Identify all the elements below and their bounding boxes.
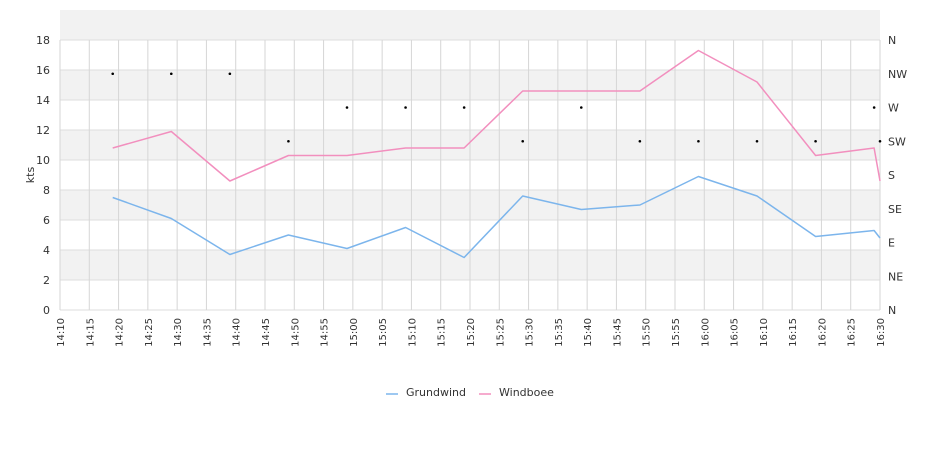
y-tick-label: 0 xyxy=(43,304,50,317)
x-tick-label: 15:55 xyxy=(671,318,682,347)
direction-tick-label: SE xyxy=(888,203,902,216)
direction-tick-label: N xyxy=(888,304,896,317)
x-tick-label: 15:10 xyxy=(407,318,418,347)
y-tick-label: 10 xyxy=(36,154,50,167)
direction-point xyxy=(345,106,349,109)
series-lines xyxy=(112,49,881,259)
x-axis-ticks: 14:10 14:15 14:20 14:25 14:30 14:35 14:40 14:45… xyxy=(56,318,887,347)
direction-axis-ticks: N NE E SE S SW W NW N xyxy=(888,34,907,317)
legend-label: Grundwind xyxy=(406,386,466,399)
direction-point xyxy=(878,139,882,143)
direction-markers xyxy=(111,72,882,143)
y-tick-label: 2 xyxy=(43,274,50,287)
x-tick-label: 15:05 xyxy=(378,318,389,347)
plot-band xyxy=(60,10,880,40)
y-axis-title: kts xyxy=(24,167,37,184)
series-line xyxy=(112,175,881,259)
x-tick-label: 14:25 xyxy=(144,318,155,347)
x-tick-label: 15:30 xyxy=(525,318,536,347)
x-tick-label: 15:20 xyxy=(466,318,477,347)
x-tick-label: 15:00 xyxy=(349,318,360,347)
x-tick-label: 16:00 xyxy=(700,318,711,347)
y-tick-label: 16 xyxy=(36,64,50,77)
direction-point xyxy=(579,106,583,109)
x-tick-label: 14:15 xyxy=(85,318,96,347)
direction-tick-label: W xyxy=(888,102,899,115)
direction-point xyxy=(697,139,700,143)
direction-point xyxy=(462,106,466,109)
x-tick-label: 14:50 xyxy=(290,318,301,347)
direction-tick-label: NW xyxy=(888,68,907,81)
direction-point xyxy=(287,139,290,143)
direction-tick-label: NE xyxy=(888,270,903,283)
x-tick-label: 14:55 xyxy=(320,318,331,347)
x-tick-label: 15:35 xyxy=(554,318,565,347)
direction-point xyxy=(228,72,232,76)
x-tick-label: 14:45 xyxy=(261,318,272,347)
y-axis-ticks: 0 2 4 6 8 10 12 14 16 18 xyxy=(36,34,50,317)
direction-point xyxy=(872,106,876,109)
legend-label: Windboee xyxy=(499,386,554,399)
direction-tick-label: N xyxy=(888,34,896,47)
x-tick-label: 15:45 xyxy=(612,318,623,347)
direction-point xyxy=(755,139,759,143)
direction-tick-label: E xyxy=(888,237,895,250)
y-tick-label: 12 xyxy=(36,124,50,137)
x-tick-label: 16:20 xyxy=(817,318,828,347)
direction-point xyxy=(638,139,642,143)
x-tick-label: 16:30 xyxy=(876,318,887,347)
x-tick-label: 15:25 xyxy=(495,318,506,347)
direction-point xyxy=(521,139,525,143)
x-tick-label: 15:40 xyxy=(583,318,594,347)
y-tick-label: 4 xyxy=(43,244,50,257)
x-tick-label: 16:05 xyxy=(730,318,741,347)
gridlines xyxy=(59,39,881,311)
x-tick-label: 14:40 xyxy=(232,318,243,347)
x-tick-label: 14:20 xyxy=(115,318,126,347)
y-tick-label: 6 xyxy=(43,214,50,227)
direction-tick-label: SW xyxy=(888,135,906,148)
direction-point xyxy=(404,106,407,109)
x-tick-label: 16:15 xyxy=(788,318,799,347)
x-tick-label: 16:10 xyxy=(759,318,770,347)
x-tick-label: 16:25 xyxy=(847,318,858,347)
y-tick-label: 18 xyxy=(36,34,50,47)
x-tick-label: 15:50 xyxy=(642,318,653,347)
series-line xyxy=(112,49,881,182)
legend: Grundwind Windboee xyxy=(386,386,554,399)
x-tick-label: 15:15 xyxy=(437,318,448,347)
x-tick-label: 14:10 xyxy=(56,318,67,347)
y-tick-label: 8 xyxy=(43,184,50,197)
y-tick-label: 14 xyxy=(36,94,50,107)
direction-point xyxy=(814,139,817,143)
direction-point xyxy=(111,72,115,76)
x-tick-label: 14:35 xyxy=(202,318,213,347)
x-tick-label: 14:30 xyxy=(173,318,184,347)
direction-tick-label: S xyxy=(888,169,895,182)
direction-point xyxy=(169,72,173,76)
